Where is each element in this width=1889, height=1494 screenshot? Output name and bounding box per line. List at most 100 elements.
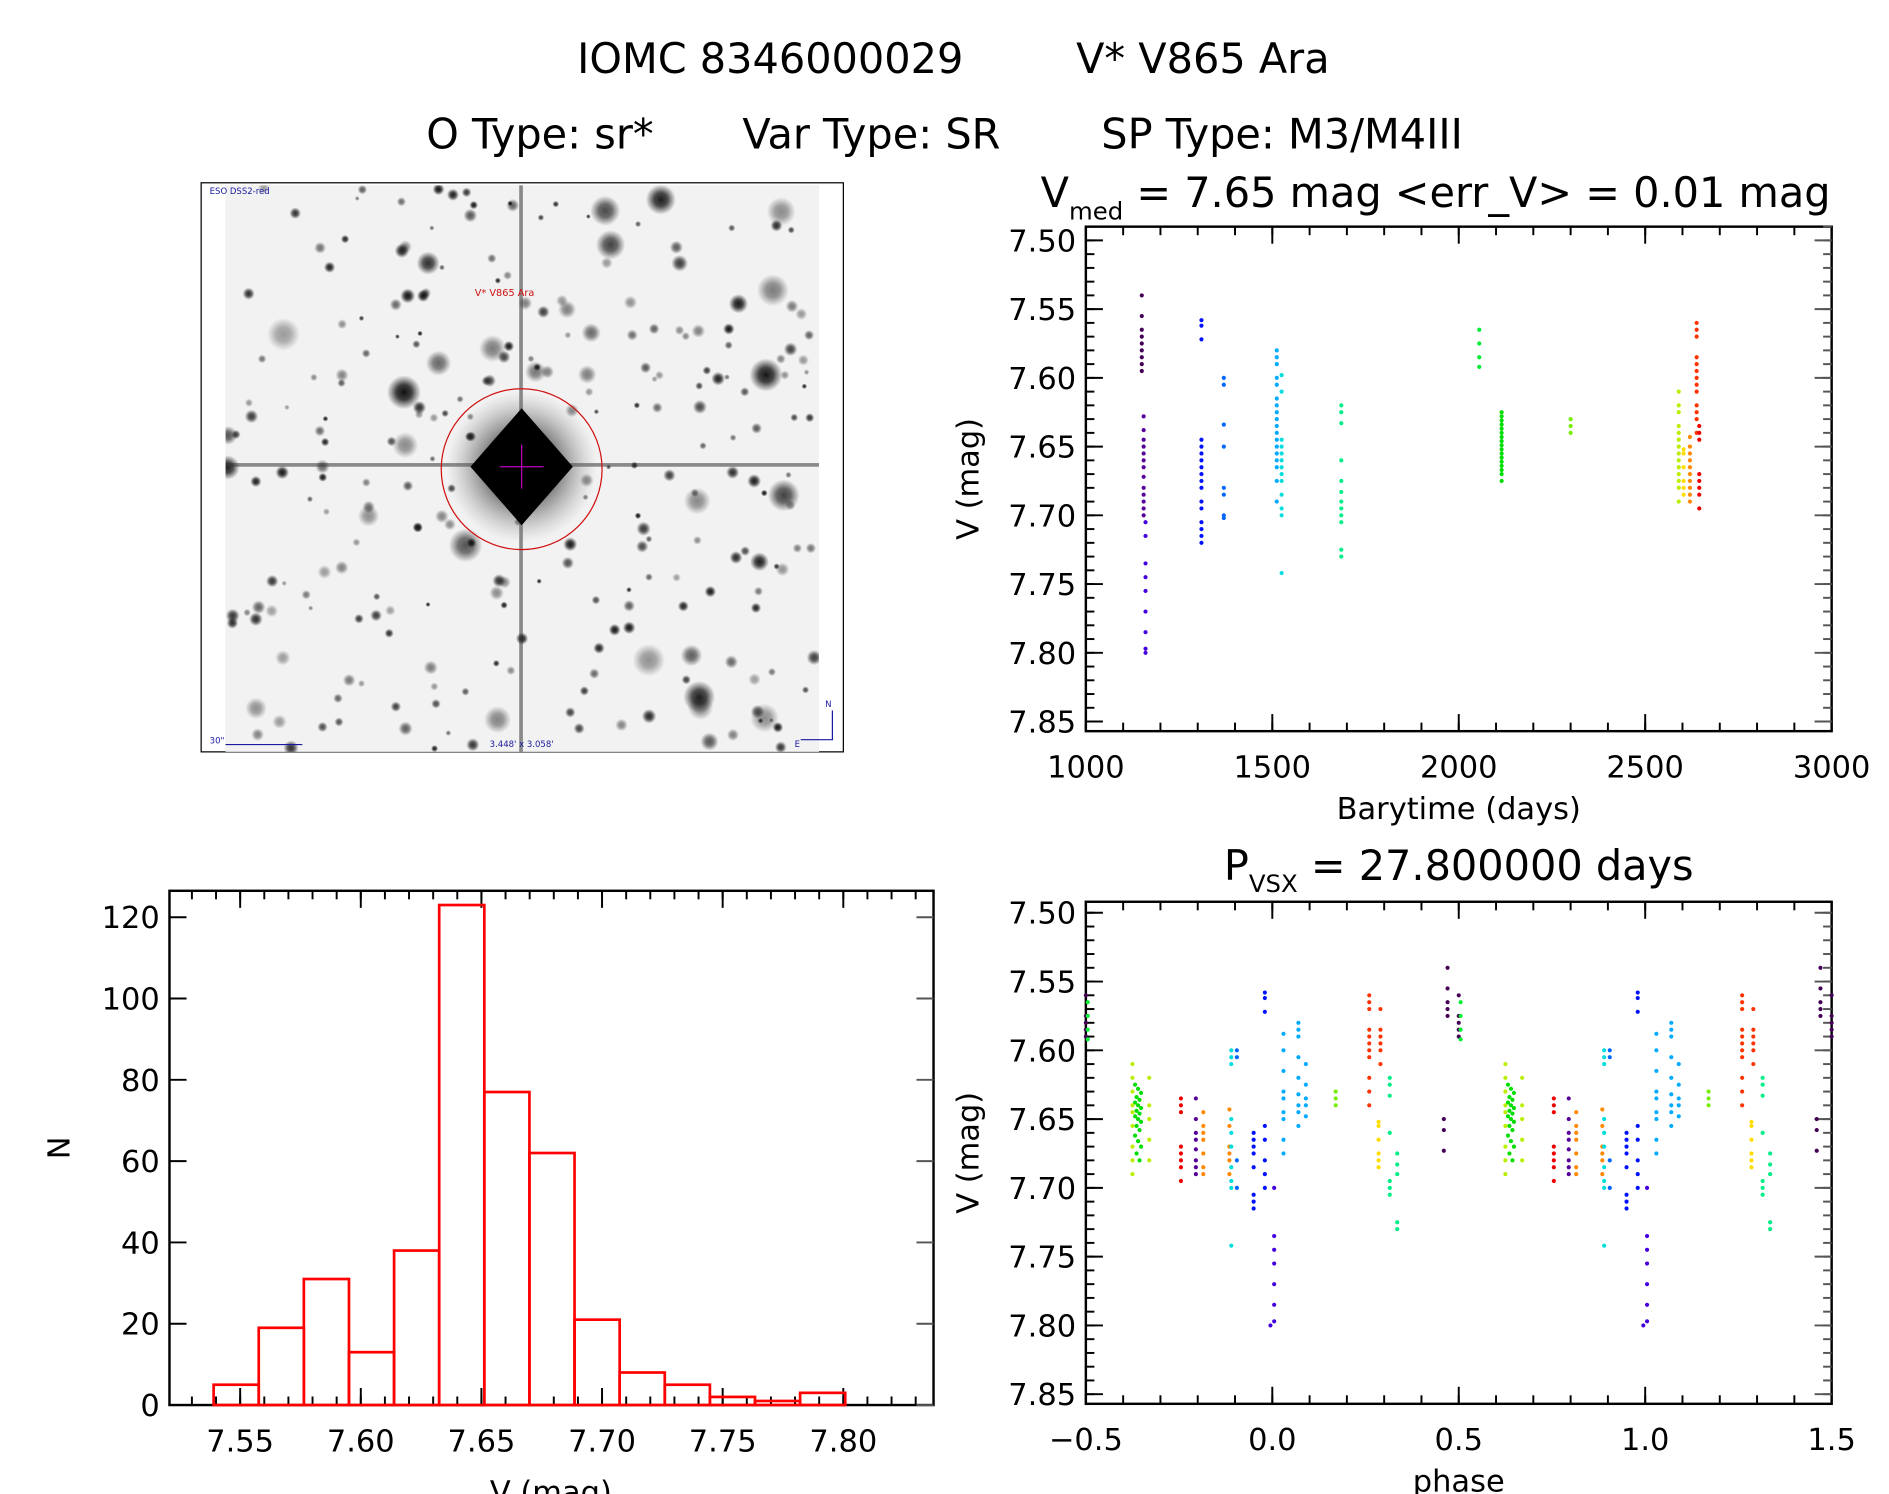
field-star (750, 552, 769, 572)
data-point (1602, 1144, 1607, 1149)
data-point (1201, 1137, 1206, 1142)
data-point (1499, 447, 1504, 452)
y-tick-label: 0 (140, 1389, 159, 1424)
x-tick-label: 7.80 (809, 1424, 877, 1459)
data-point (1687, 444, 1693, 449)
data-point (1141, 513, 1146, 518)
field-star (573, 722, 585, 735)
data-point (1141, 437, 1146, 442)
data-point (1768, 1227, 1773, 1232)
data-point (1221, 492, 1226, 497)
y-tick-label: 7.65 (1008, 1103, 1076, 1138)
data-point (1143, 561, 1148, 566)
data-point (1387, 1192, 1392, 1197)
field-star (651, 402, 663, 414)
data-point (1221, 485, 1226, 490)
field-star (314, 241, 327, 254)
field-star (507, 200, 513, 207)
field-star (492, 659, 500, 667)
data-point (1510, 1128, 1515, 1133)
data-point (1279, 506, 1284, 511)
data-point (1510, 1158, 1515, 1163)
data-point (1568, 417, 1573, 422)
data-point (1367, 1048, 1372, 1053)
field-star (749, 358, 783, 392)
y-tick-label: 7.75 (1008, 1241, 1076, 1276)
data-point (1602, 1130, 1607, 1135)
field-star (760, 489, 768, 497)
field-star (803, 329, 815, 341)
data-point (1139, 293, 1144, 298)
data-point (1520, 1075, 1525, 1080)
data-point (1751, 1006, 1756, 1012)
data-point (1510, 1097, 1515, 1102)
phased-plot: PVSX = 27.800000 days phase V (mag) −0.5… (952, 842, 1856, 1494)
data-point (1441, 1148, 1446, 1153)
y-tick-label: 7.65 (1008, 431, 1076, 466)
data-point (1130, 1158, 1135, 1163)
data-point (1829, 1020, 1834, 1025)
data-point (1139, 327, 1144, 332)
field-star (402, 480, 414, 492)
field-star (747, 474, 762, 488)
data-point (1635, 1009, 1640, 1014)
field-star (803, 369, 810, 376)
field-star (700, 732, 719, 751)
data-point (1602, 1165, 1607, 1170)
data-point (1676, 430, 1681, 435)
y-tick-label: 7.70 (1008, 499, 1076, 534)
data-point (1749, 1165, 1754, 1170)
field-star (370, 609, 383, 622)
field-star (423, 660, 438, 675)
field-star (577, 365, 597, 384)
data-point (1199, 465, 1204, 470)
data-point (1505, 1114, 1511, 1119)
field-star (645, 573, 653, 582)
field-star (342, 673, 356, 687)
field-star (552, 200, 560, 208)
data-point (1520, 1117, 1525, 1122)
object-type: O Type: sr* (426, 111, 653, 159)
data-point (1139, 334, 1144, 339)
data-point (1499, 426, 1504, 431)
data-point (1138, 1119, 1144, 1124)
data-point (1376, 1123, 1381, 1129)
field-star (456, 395, 464, 403)
data-point (1607, 1055, 1612, 1060)
data-point (1644, 1185, 1650, 1190)
data-point (1251, 1199, 1256, 1204)
data-point (1602, 1055, 1607, 1060)
data-point (1262, 1185, 1267, 1190)
data-point (1279, 444, 1284, 449)
x-tick-label: 1.0 (1621, 1423, 1669, 1458)
field-star (281, 580, 287, 586)
field-star (561, 556, 575, 570)
data-point (1706, 1089, 1711, 1094)
data-point (1505, 1133, 1511, 1138)
data-point (1694, 327, 1699, 332)
data-point (1694, 368, 1699, 374)
data-point (1566, 1147, 1571, 1152)
data-point (1503, 1123, 1508, 1129)
data-point (1458, 1027, 1463, 1032)
data-point (1508, 1103, 1514, 1108)
data-point (1279, 465, 1284, 470)
field-star (564, 707, 576, 718)
field-star (729, 551, 743, 565)
data-point (1602, 1062, 1607, 1067)
data-point (1229, 1144, 1234, 1149)
histogram-bar (437, 903, 486, 1407)
data-point (1676, 1096, 1681, 1101)
data-point (1814, 1128, 1819, 1133)
data-point (1199, 506, 1204, 511)
data-point (1635, 995, 1640, 1001)
data-point (1740, 1006, 1745, 1012)
field-star (439, 264, 445, 271)
data-point (1085, 1037, 1090, 1042)
data-point (1201, 1151, 1206, 1156)
data-point (1740, 993, 1745, 998)
field-star (726, 728, 740, 742)
data-point (1641, 1323, 1646, 1328)
data-point (1503, 1103, 1508, 1108)
